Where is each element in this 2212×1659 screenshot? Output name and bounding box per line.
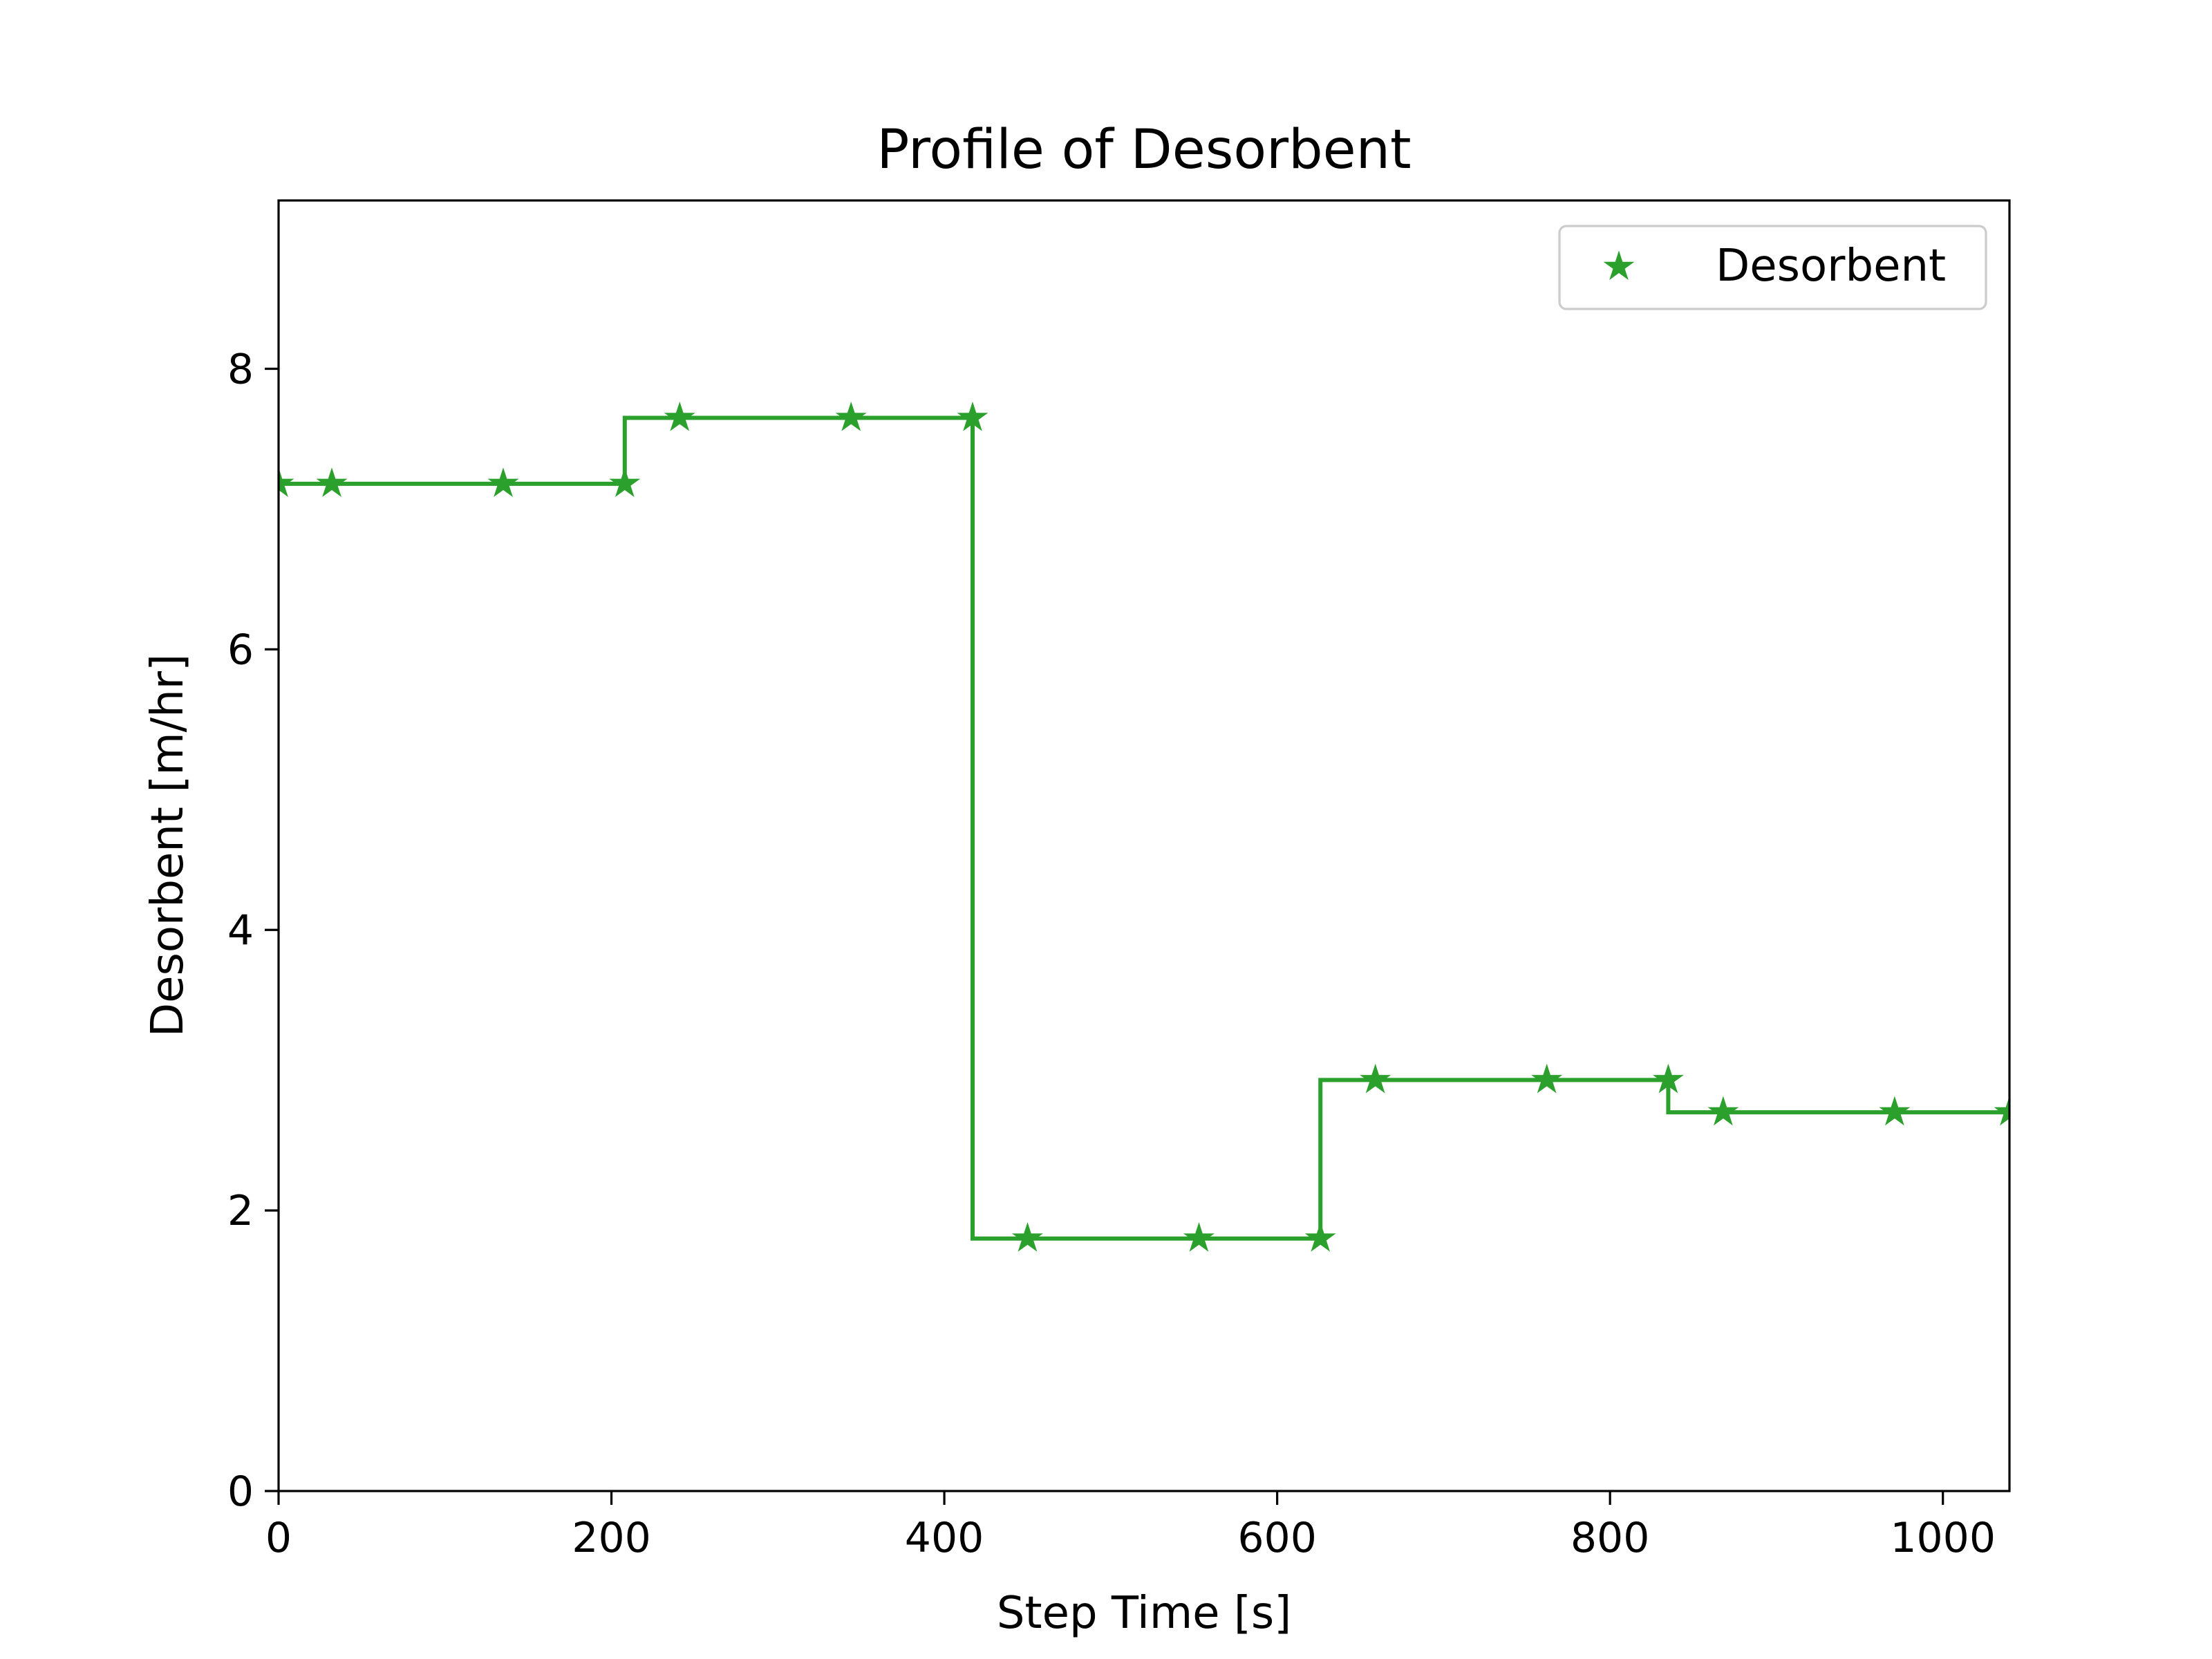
legend-label: Desorbent	[1716, 241, 1946, 292]
plot-frame	[277, 199, 2011, 1492]
legend: Desorbent	[1558, 225, 1987, 310]
series-layer	[279, 401, 2009, 1252]
y-tick-label: 0	[227, 1468, 254, 1516]
legend-marker-star	[1603, 250, 1635, 281]
y-axis-label: Desorbent [m/hr]	[142, 654, 194, 1037]
data-point-star	[957, 401, 988, 431]
series-line-desorbent	[279, 415, 2009, 1241]
x-tick-label: 200	[572, 1514, 651, 1562]
data-point-star	[1183, 1222, 1215, 1252]
x-tick-label: 1000	[1890, 1514, 1996, 1562]
data-point-star	[664, 401, 695, 431]
data-point-star	[1707, 1096, 1739, 1126]
data-point-star	[835, 401, 867, 431]
x-tick-label: 800	[1571, 1514, 1650, 1562]
legend-box	[1558, 225, 1987, 310]
data-point-star	[316, 467, 348, 498]
x-tick-label: 400	[905, 1514, 984, 1562]
y-tick-label: 8	[227, 346, 254, 394]
x-tick-label: 0	[265, 1514, 292, 1562]
x-axis-label: Step Time [s]	[997, 1588, 1291, 1639]
data-point-star	[1879, 1096, 1911, 1126]
x-axis: 0 200 400 600 800 1000	[265, 1491, 1996, 1562]
x-tick-label: 600	[1237, 1514, 1317, 1562]
chart-title: Profile of Desorbent	[877, 119, 1411, 181]
data-point-star	[1994, 1096, 2009, 1126]
y-tick-label: 4	[227, 906, 254, 955]
data-point-star	[279, 467, 294, 498]
data-point-star	[1652, 1063, 1684, 1094]
data-point-star	[487, 467, 519, 498]
data-point-star	[1011, 1222, 1043, 1252]
data-point-star	[1531, 1063, 1563, 1094]
y-axis: 0 2 4 6 8	[227, 346, 279, 1516]
y-tick-label: 6	[227, 626, 254, 674]
y-tick-label: 2	[227, 1187, 254, 1235]
data-point-star	[1304, 1222, 1336, 1252]
data-point-star	[1360, 1063, 1391, 1094]
data-point-star	[609, 467, 641, 498]
